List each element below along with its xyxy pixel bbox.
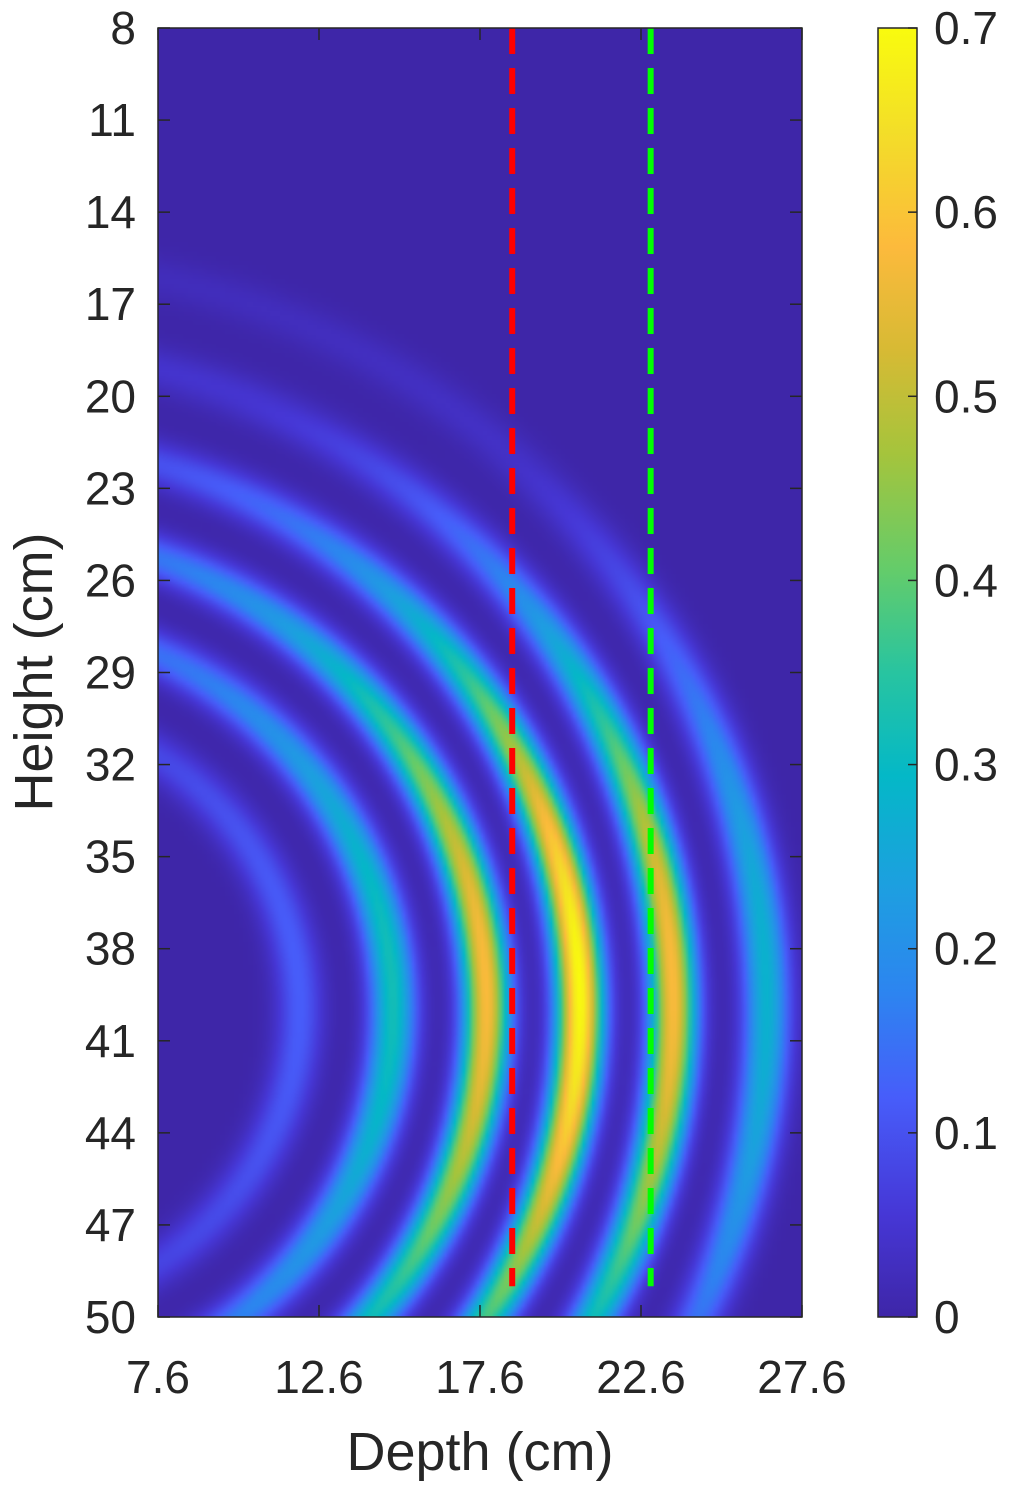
colorbar-tick-label: 0.7 [934, 2, 998, 54]
y-tick-label: 11 [88, 94, 136, 146]
colorbar-tick-label: 0.3 [934, 739, 998, 791]
colorbar-tick-label: 0.6 [934, 186, 998, 238]
colorbar-tick-labels: 0 0.1 0.2 0.3 0.4 0.5 0.6 0.7 [934, 2, 998, 1343]
y-axis-tick-labels: 8 11 14 17 20 23 26 29 32 35 38 41 44 47 50 [85, 2, 136, 1343]
colorbar-tick-label: 0 [934, 1291, 960, 1343]
colorbar-tick-label: 0.5 [934, 370, 998, 422]
x-tick-label: 17.6 [435, 1351, 525, 1403]
x-tick-label: 22.6 [596, 1351, 686, 1403]
x-tick-label: 27.6 [757, 1351, 847, 1403]
colorbar [877, 27, 918, 1318]
x-tick-label: 12.6 [274, 1351, 364, 1403]
colorbar-ticks [908, 27, 917, 1318]
colorbar-tick-label: 0.4 [934, 554, 998, 606]
y-tick-label: 38 [85, 923, 136, 975]
y-tick-label: 50 [85, 1291, 136, 1343]
y-tick-label: 23 [85, 462, 136, 514]
y-axis-label: Height (cm) [4, 532, 64, 811]
plot-frame [157, 27, 803, 1318]
colorbar-tick-label: 0.1 [934, 1107, 998, 1159]
y-tick-label: 8 [110, 2, 136, 54]
colorbar-tick-label: 0.2 [934, 923, 998, 975]
y-axis-ticks [158, 27, 802, 1318]
y-tick-label: 41 [85, 1015, 136, 1067]
y-tick-label: 17 [85, 278, 136, 330]
x-axis-tick-labels: 7.6 12.6 17.6 22.6 27.6 [126, 1351, 847, 1403]
y-tick-label: 29 [85, 647, 136, 699]
reference-lines [509, 28, 654, 1287]
y-tick-label: 14 [85, 186, 136, 238]
y-tick-label: 32 [85, 739, 136, 791]
y-tick-label: 44 [85, 1107, 136, 1159]
heatmap-field [158, 28, 802, 1317]
y-tick-label: 47 [85, 1199, 136, 1251]
y-tick-label: 26 [85, 554, 136, 606]
y-tick-label: 35 [85, 831, 136, 883]
x-tick-label: 7.6 [126, 1351, 190, 1403]
x-axis-label: Depth (cm) [346, 1422, 613, 1482]
y-tick-label: 20 [85, 370, 136, 422]
